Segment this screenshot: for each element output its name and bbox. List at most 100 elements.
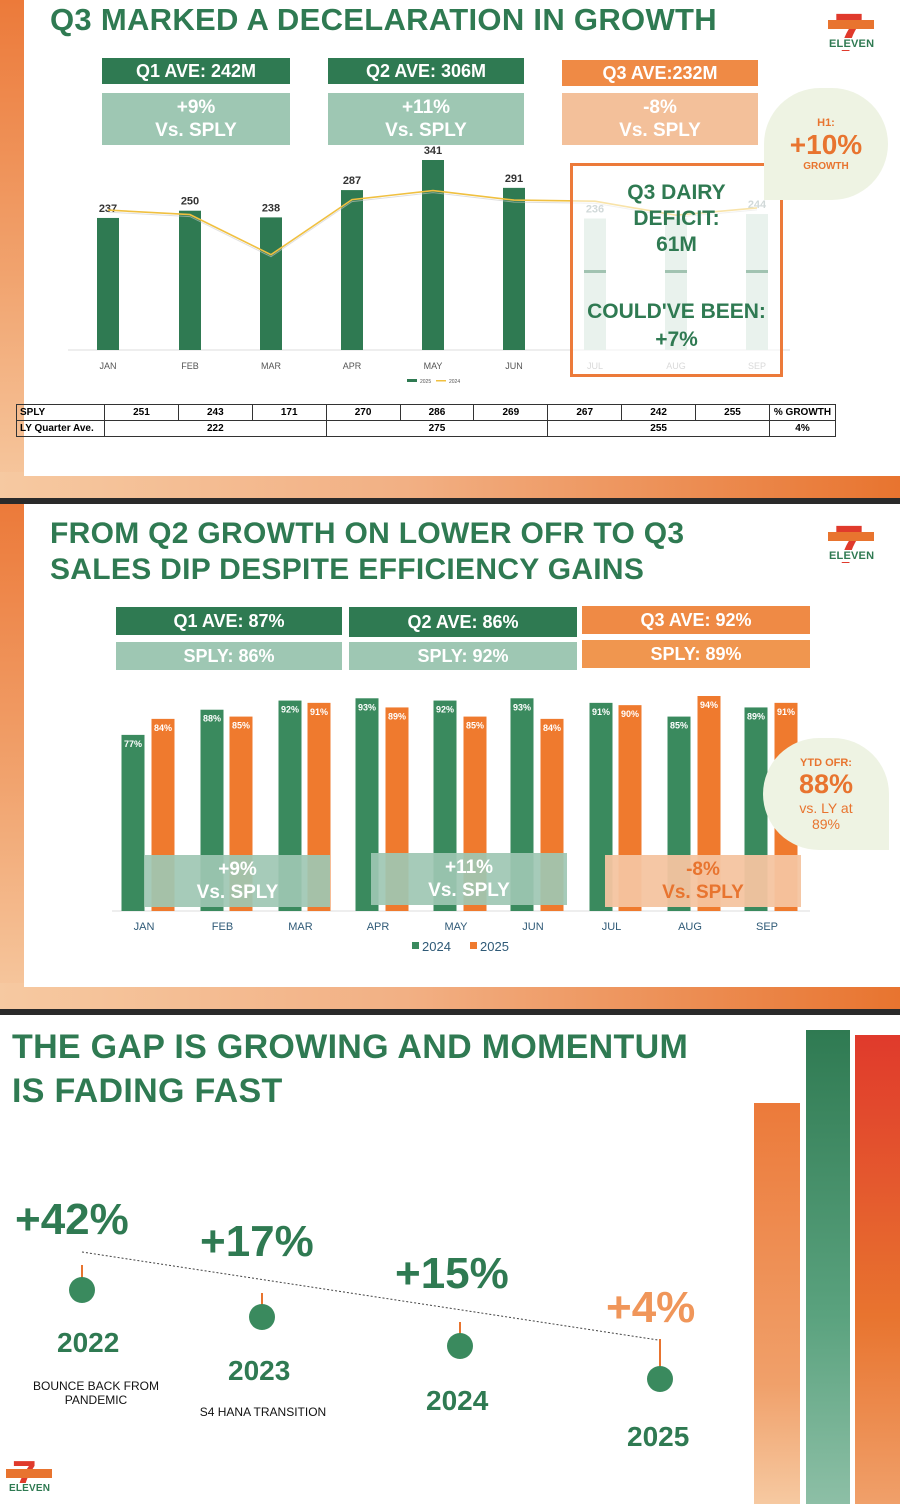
year-2023: 2023 — [228, 1355, 291, 1386]
label-2025-sep: 91% — [777, 707, 795, 717]
q3-ofr-header: Q3 AVE: 92% — [582, 606, 810, 634]
h1-growth-bubble: H1: +10% GROWTH — [764, 88, 888, 200]
q1-vs-sply-box: +9% Vs. SPLY — [102, 93, 290, 145]
table-row: LY Quarter Ave. 222 275 255 4% — [16, 420, 836, 437]
q2-vs-sply-box: +11% Vs. SPLY — [328, 93, 524, 145]
seven-eleven-logo: 7 ELEVEN — [827, 515, 876, 575]
label-2025-jan: 84% — [154, 723, 172, 733]
label-2025-jun: 84% — [543, 723, 561, 733]
note-2022: BOUNCE BACK FROM PANDEMIC — [32, 1379, 159, 1407]
label-2024-sep: 89% — [747, 711, 765, 721]
year-2024: 2024 — [426, 1385, 489, 1416]
label-2024-feb: 88% — [203, 714, 221, 724]
slide-sales-growth: Q3 MARKED A DECELARATION IN GROWTH 7 ELEV… — [0, 0, 900, 498]
table-row: SPLY 251 243 171 270 286 269 267 242 255 % GRO… — [16, 404, 836, 421]
tick-label-apr: APR — [343, 361, 362, 371]
slide-title: THE GAP IS GROWING AND MOMENTUM IS FADIN… — [12, 1028, 689, 1110]
legend-swatch-2025 — [470, 942, 477, 949]
data-label-feb: 250 — [181, 196, 199, 208]
q3-deficit-callout: Q3 DAIRY DEFICIT: 61M COULD'VE BEEN: +7% — [570, 163, 783, 377]
q3-growth-overlay: -8% Vs. SPLY — [605, 855, 801, 907]
tick-label-jul: JUL — [602, 921, 622, 933]
legend-label-2025: 2025 — [480, 939, 509, 954]
label-2024-aug: 85% — [670, 721, 688, 731]
q2-growth-overlay: +11% Vs. SPLY — [371, 853, 567, 905]
label-2025-apr: 89% — [388, 711, 406, 721]
data-label-apr: 287 — [343, 175, 361, 187]
label-2024-jun: 93% — [513, 702, 531, 712]
label-2025-aug: 94% — [700, 700, 718, 710]
timeline-dot-2022 — [69, 1277, 95, 1303]
seven-eleven-logo: 7 ELEVEN — [5, 1452, 53, 1501]
ytd-ofr-bubble: YTD OFR: 88% vs. LY at 89% — [763, 738, 889, 850]
slide-momentum: THE GAP IS GROWING AND MOMENTUM IS FADIN… — [0, 1015, 900, 1504]
legend-swatch-2024 — [436, 380, 446, 382]
label-2025-feb: 85% — [232, 721, 250, 731]
legend-swatch-2024 — [412, 942, 419, 949]
seven-eleven-logo: 7 ELEVEN — [827, 3, 876, 63]
bar-2025-feb — [179, 210, 201, 350]
label-2024-apr: 93% — [358, 702, 376, 712]
q1-ofr-header: Q1 AVE: 87% — [116, 607, 342, 635]
sply-table: SPLY 251 243 171 270 286 269 267 242 255 % GRO… — [16, 404, 836, 437]
legend-label-2024: 2024 — [422, 939, 451, 954]
bar-2025-jan — [97, 217, 119, 350]
growth-value-2023: +17% — [200, 1217, 314, 1266]
decor-green-bar — [806, 1030, 850, 1504]
note-2023: S4 HANA TRANSITION — [199, 1405, 327, 1419]
q1-sply-box: SPLY: 86% — [116, 642, 342, 670]
year-2022: 2022 — [57, 1327, 120, 1358]
decor-red-bar — [855, 1035, 900, 1504]
legend-label-2025: 2025 — [420, 379, 431, 385]
legend-label-2024: 2024 — [449, 379, 460, 385]
tick-label-sep: SEP — [756, 921, 778, 933]
decor-orange-bar — [754, 1103, 800, 1504]
q2-average-header: Q2 AVE: 306M — [328, 58, 524, 84]
tick-label-jan: JAN — [134, 921, 155, 933]
slide-title: FROM Q2 GROWTH ON LOWER OFR TO Q3 SALES … — [50, 517, 685, 586]
bar-2025-mar — [260, 217, 282, 350]
data-label-may: 341 — [424, 145, 442, 157]
label-2025-may: 85% — [466, 721, 484, 731]
q3-sply-box: SPLY: 89% — [582, 640, 810, 668]
tick-label-jun: JUN — [522, 921, 543, 933]
label-2025-mar: 91% — [310, 707, 328, 717]
label-2025-jul: 90% — [621, 709, 639, 719]
tick-label-apr: APR — [367, 921, 390, 933]
tick-label-may: MAY — [424, 361, 443, 371]
tick-label-feb: FEB — [181, 361, 199, 371]
growth-value-2022: +42% — [15, 1195, 129, 1244]
timeline-dot-2023 — [249, 1304, 275, 1330]
data-label-mar: 238 — [262, 202, 280, 214]
tick-label-mar: MAR — [288, 921, 313, 933]
year-2025: 2025 — [627, 1421, 690, 1452]
slide-ofr: FROM Q2 GROWTH ON LOWER OFR TO Q3 SALES … — [0, 504, 900, 1009]
q2-ofr-header: Q2 AVE: 86% — [349, 607, 577, 637]
decor-bottom-stripe — [0, 983, 900, 1009]
growth-value-2024: +15% — [395, 1249, 509, 1298]
trend-dashed-line — [81, 1251, 659, 1341]
tick-label-jun: JUN — [505, 361, 523, 371]
bar-2025-may — [422, 160, 444, 350]
tick-label-may: MAY — [444, 921, 468, 933]
growth-value-2025: +4% — [606, 1283, 696, 1332]
q3-average-header: Q3 AVE:232M — [562, 60, 758, 86]
label-2024-mar: 92% — [281, 705, 299, 715]
data-label-jan: 237 — [99, 203, 117, 215]
decor-bottom-stripe — [0, 472, 900, 498]
timeline-dot-2025 — [647, 1366, 673, 1392]
bar-2024-jan — [121, 734, 145, 911]
q1-growth-overlay: +9% Vs. SPLY — [145, 855, 330, 907]
tick-label-jan: JAN — [99, 361, 116, 371]
q1-average-header: Q1 AVE: 242M — [102, 58, 290, 84]
monthly-ofr-chart: 77% 84% JAN 88% 85% FEB 92% 91% MAR 93% 89% APR 92% 8… — [112, 696, 810, 954]
tick-label-aug: AUG — [678, 921, 702, 933]
label-2024-jul: 91% — [592, 707, 610, 717]
tick-label-feb: FEB — [212, 921, 233, 933]
data-label-jun: 291 — [505, 173, 523, 185]
q2-sply-box: SPLY: 92% — [349, 642, 577, 670]
label-2024-may: 92% — [436, 705, 454, 715]
legend-swatch-2025 — [407, 379, 417, 382]
label-2024-jan: 77% — [124, 739, 142, 749]
slide-title: Q3 MARKED A DECELARATION IN GROWTH — [50, 2, 717, 37]
